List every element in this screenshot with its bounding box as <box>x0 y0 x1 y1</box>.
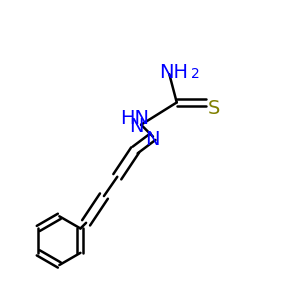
Text: NH: NH <box>159 63 188 82</box>
Text: HN: HN <box>120 109 149 128</box>
Text: 2: 2 <box>191 67 200 81</box>
Text: N: N <box>145 130 160 149</box>
Text: S: S <box>207 99 220 118</box>
Text: N: N <box>129 117 144 136</box>
